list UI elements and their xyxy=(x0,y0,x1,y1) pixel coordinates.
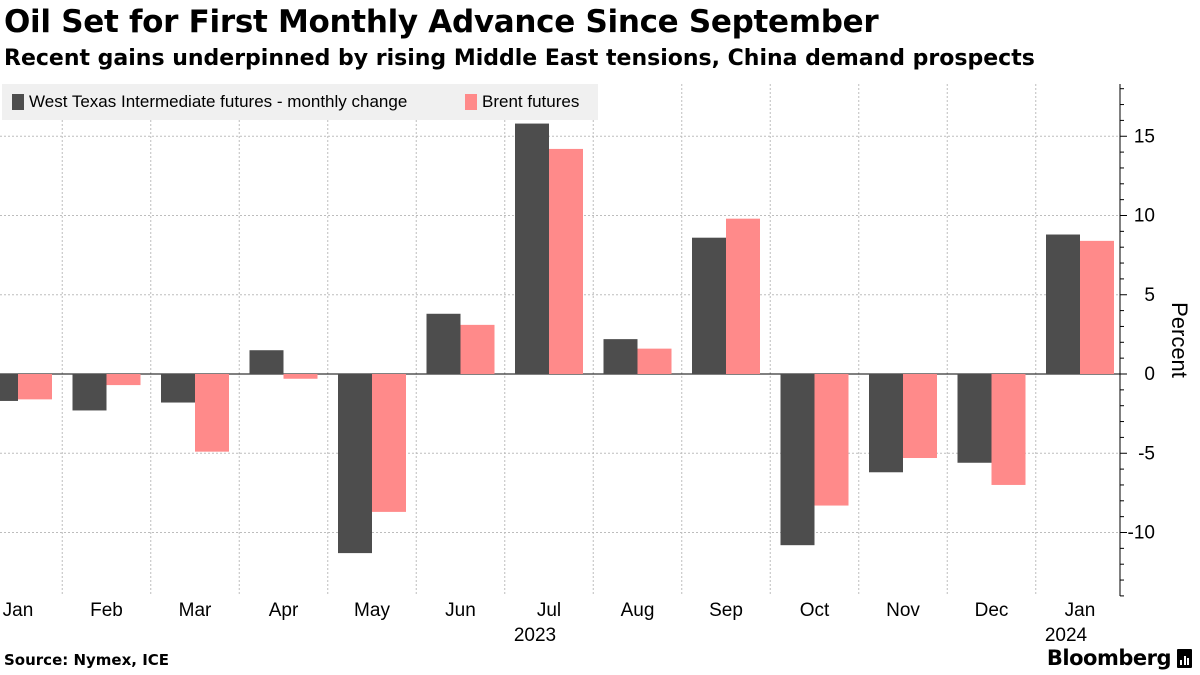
bar-wti xyxy=(426,313,461,374)
y-axis: -10 -5 0 5 10 15 Percent xyxy=(1119,84,1192,597)
bar-wti xyxy=(869,374,903,473)
bar-brent xyxy=(903,374,937,459)
brand-name: Bloomberg xyxy=(1046,646,1172,670)
bar-wti xyxy=(515,123,549,374)
bar-brent xyxy=(814,374,849,506)
bar-wti xyxy=(957,374,992,463)
x-tick-label: May xyxy=(354,600,390,621)
bar-wti xyxy=(603,339,638,374)
bar-wti xyxy=(1046,234,1080,374)
x-tick-label: Mar xyxy=(179,600,212,621)
bloomberg-mark-icon xyxy=(1177,648,1192,668)
y-tick-label: 10 xyxy=(1134,206,1155,227)
x-tick-label: Oct xyxy=(800,600,830,621)
x-tick-label: Jan xyxy=(1065,600,1096,621)
bar-brent xyxy=(460,324,495,374)
bar-brent xyxy=(549,148,583,374)
bar-brent xyxy=(726,218,760,374)
bar-wti xyxy=(780,374,815,546)
y-tick-label: 0 xyxy=(1144,364,1155,385)
bar-wti xyxy=(338,374,372,554)
x-year-label: 2024 xyxy=(1045,625,1088,646)
source-note: Source: Nymex, ICE xyxy=(4,651,170,669)
legend-swatch-wti xyxy=(12,94,24,110)
y-tick-label: -10 xyxy=(1128,523,1155,544)
y-tick-label: -5 xyxy=(1138,443,1155,464)
bar-wti xyxy=(161,374,195,403)
x-tick-label: Jun xyxy=(445,600,476,621)
bar-brent xyxy=(18,374,52,400)
bar-brent xyxy=(372,374,406,512)
bar-wti xyxy=(692,237,726,374)
x-year-label: 2023 xyxy=(514,625,556,646)
bar-wti xyxy=(249,350,284,374)
x-tick-label: Sep xyxy=(709,600,743,621)
bar-wti xyxy=(0,374,18,401)
chart-title: Oil Set for First Monthly Advance Since … xyxy=(4,4,879,40)
y-tick-label: 5 xyxy=(1144,285,1155,306)
x-tick-label: Jan xyxy=(3,600,34,621)
legend-label-wti: West Texas Intermediate futures - monthl… xyxy=(29,92,408,111)
x-tick-label: Dec xyxy=(975,600,1009,621)
bar-brent xyxy=(106,374,141,386)
x-tick-label: Feb xyxy=(90,600,123,621)
y-tick-label: 15 xyxy=(1134,126,1155,147)
x-tick-label: Jul xyxy=(537,600,561,621)
chart-subtitle: Recent gains underpinned by rising Middl… xyxy=(4,46,1035,71)
bar-wti xyxy=(72,374,107,411)
legend-swatch-brent xyxy=(465,94,477,110)
x-axis-labels: Jan Feb Mar Apr May Jun Jul Aug Sep Oct Nov Dec Jan 2… xyxy=(3,600,1096,646)
legend-item-wti: West Texas Intermediate futures - monthl… xyxy=(12,84,407,120)
bar-brent xyxy=(1080,240,1114,374)
bar-brent xyxy=(991,374,1026,485)
bloomberg-logo: Bloomberg xyxy=(1047,646,1192,670)
bar-brent xyxy=(637,348,672,374)
y-axis-title: Percent xyxy=(1167,302,1192,378)
x-tick-label: Aug xyxy=(621,600,655,621)
legend: West Texas Intermediate futures - monthl… xyxy=(2,84,598,120)
x-tick-label: Apr xyxy=(269,600,299,621)
bars xyxy=(0,123,1114,554)
legend-label-brent: Brent futures xyxy=(482,92,580,111)
x-tick-label: Nov xyxy=(886,600,920,621)
bar-brent xyxy=(283,374,318,379)
legend-item-brent: Brent futures xyxy=(465,84,579,120)
bar-brent xyxy=(195,374,229,452)
